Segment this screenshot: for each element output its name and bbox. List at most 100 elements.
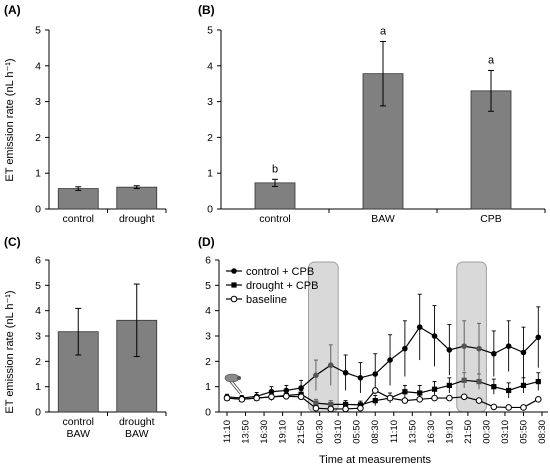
data-point [327, 362, 334, 368]
data-point [460, 393, 468, 401]
data-point [313, 400, 319, 406]
y-tick-label: 5 [35, 25, 41, 37]
x-tick-label: 03:10 [333, 420, 344, 444]
y-tick-label: 3 [35, 96, 41, 108]
data-point [371, 387, 379, 394]
x-tick-label: 13:50 [241, 420, 252, 444]
data-point [327, 405, 335, 413]
legend-marker [230, 295, 238, 303]
data-point [520, 404, 527, 411]
significance-letter: b [272, 163, 278, 175]
y-tick-label: 5 [205, 280, 211, 292]
data-point [342, 369, 349, 376]
data-point [268, 393, 275, 401]
y-tick-label: 3 [205, 331, 211, 343]
data-point [298, 385, 304, 391]
legend-label: control + CPB [246, 266, 314, 278]
series-line [226, 389, 539, 410]
data-point [461, 377, 467, 383]
y-tick-label: 6 [205, 255, 211, 267]
data-point [491, 350, 497, 357]
data-point [446, 394, 453, 402]
legend-label: drought + CPB [246, 280, 318, 292]
panel-c: (C) ET emission rate (nL h⁻¹) 0 1 2 3 4 5 6 con… [4, 235, 167, 440]
data-point [520, 382, 527, 388]
x-tick-label: 11:10 [389, 420, 400, 443]
data-point [491, 384, 497, 390]
data-point [431, 394, 438, 402]
y-tick-label: 4 [35, 60, 41, 72]
data-point [402, 345, 408, 352]
series-line [226, 326, 539, 399]
y-tick-label: 4 [205, 305, 211, 317]
data-point [313, 372, 319, 379]
y-tick-label: 4 [207, 60, 213, 72]
data-point [342, 405, 349, 413]
y-tick-label: 2 [35, 132, 41, 144]
bar [57, 188, 99, 210]
y-tick-label: 1 [35, 168, 41, 180]
y-tick-label: 5 [207, 25, 213, 37]
bar [254, 182, 296, 210]
y-tick-label: 1 [35, 381, 41, 393]
x-tick-label: drought [119, 213, 155, 225]
data-point [297, 393, 305, 401]
data-point [534, 396, 542, 403]
data-point [253, 394, 260, 402]
panel-c-ylabel: ET emission rate (nL h⁻¹) [4, 290, 16, 413]
x-tick-label: 08:30 [370, 420, 381, 444]
beetle-icon [224, 373, 243, 395]
data-point [238, 396, 246, 403]
data-point [342, 401, 349, 407]
data-point [505, 343, 512, 349]
x-tick-label: 00:30 [481, 420, 492, 444]
panel-d-label: (D) [198, 235, 215, 249]
y-tick-label: 5 [35, 280, 41, 292]
y-tick-label: 3 [207, 96, 213, 108]
night-period [456, 261, 487, 413]
data-point [461, 343, 467, 349]
data-point [357, 404, 364, 412]
x-tick-label: 16:30 [259, 420, 270, 444]
legend-marker [231, 282, 237, 288]
x-tick-label: control [62, 416, 94, 428]
x-tick-label: BAW [125, 428, 149, 440]
x-tick-label: 19:10 [444, 420, 455, 444]
y-tick-label: 2 [205, 356, 211, 368]
y-tick-label: 0 [207, 204, 213, 216]
data-point [505, 404, 512, 411]
data-point [387, 357, 393, 363]
data-point [328, 401, 334, 407]
x-tick-label: 21:50 [296, 420, 307, 444]
data-point [520, 349, 527, 356]
x-tick-label: 13:50 [407, 420, 418, 444]
y-tick-label: 0 [205, 407, 211, 419]
panel-a-label: (A) [4, 3, 21, 17]
data-point [506, 387, 512, 394]
x-tick-label: 08:30 [537, 420, 548, 444]
panel-b: (B) 0 1 2 3 4 5 control b BAW a CPB a [198, 3, 546, 225]
y-tick-label: 6 [35, 255, 41, 267]
significance-letter: a [488, 54, 495, 66]
x-tick-label: control [62, 213, 94, 225]
data-point [446, 347, 453, 353]
panel-a: (A) ET emission rate (nL h⁻¹) 0 1 2 3 4 5 cont… [4, 3, 167, 225]
x-tick-label: 21:50 [463, 420, 474, 444]
y-tick-label: 3 [35, 331, 41, 343]
x-tick-label: BAW [371, 213, 395, 225]
x-tick-label: 05:50 [352, 420, 363, 444]
data-point [431, 386, 438, 392]
data-point [386, 394, 394, 402]
data-point [357, 375, 364, 381]
data-point [402, 389, 408, 395]
x-tick-label: 00:30 [315, 420, 326, 444]
data-point [401, 397, 409, 404]
data-point [372, 398, 378, 404]
x-tick-label: 05:50 [518, 420, 529, 444]
legend: control + CPB drought + CPB baseline [226, 266, 318, 306]
panel-b-label: (B) [198, 3, 215, 17]
significance-letter: a [380, 25, 387, 37]
data-point [312, 404, 320, 412]
data-point [416, 396, 424, 403]
